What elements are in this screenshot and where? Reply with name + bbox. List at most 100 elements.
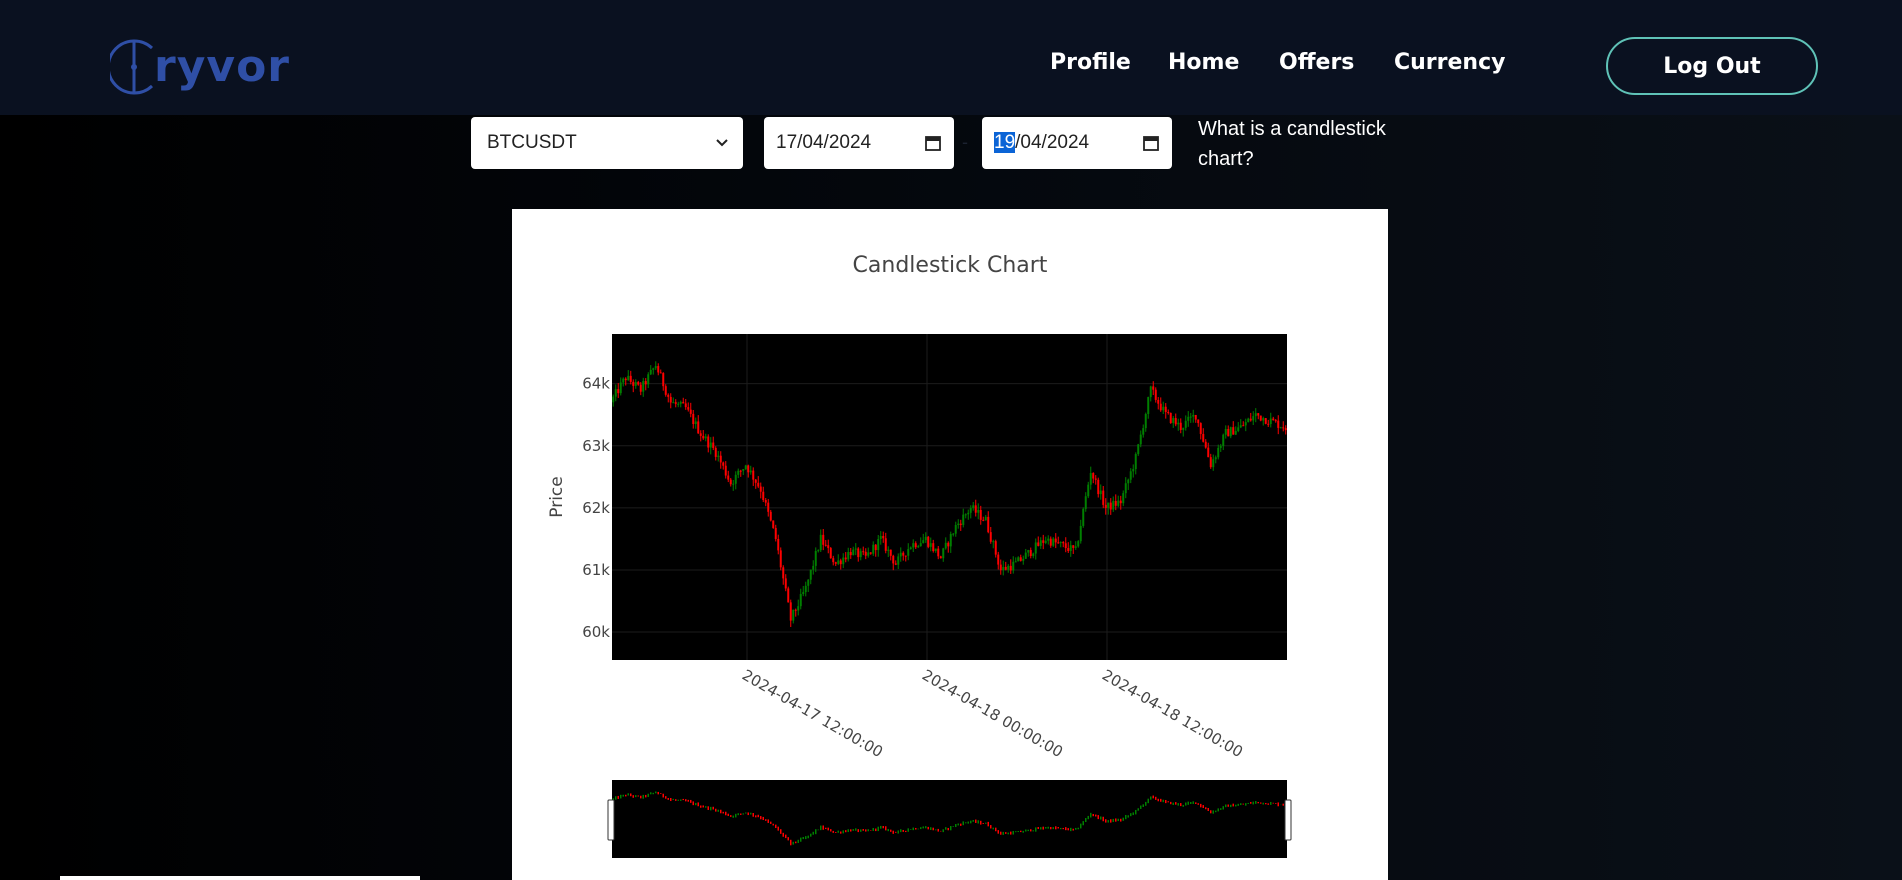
candles <box>612 361 1287 628</box>
candle-body <box>1237 427 1240 431</box>
range-slider[interactable] <box>612 780 1287 858</box>
y-axis-ticks: 60k 61k 62k 63k 64k <box>582 375 610 641</box>
candle-body <box>824 544 827 546</box>
candle-body <box>969 508 972 513</box>
symbol-select-value: BTCUSDT <box>487 132 577 153</box>
nav-profile[interactable]: Profile <box>1050 50 1131 75</box>
candle-body <box>1062 542 1065 544</box>
horizontal-scrollbar[interactable] <box>60 876 420 880</box>
candle-body <box>1259 415 1262 421</box>
y-tick-label: 62k <box>582 499 610 517</box>
candlestick-chart[interactable]: Candlestick Chart Price 60k61k62k63k64k … <box>512 209 1388 880</box>
candle-body <box>1217 447 1220 458</box>
candle-body <box>624 378 627 381</box>
candle-body <box>727 475 730 480</box>
candle-body <box>857 548 860 558</box>
candle-body <box>822 534 825 545</box>
candle-body <box>902 552 905 556</box>
candle-body <box>1017 557 1020 562</box>
candle-body <box>622 378 625 383</box>
candle-body <box>839 560 842 565</box>
candle-body <box>912 543 915 548</box>
candle-body <box>769 511 772 521</box>
nav-home[interactable]: Home <box>1168 50 1240 75</box>
candle-body <box>1029 550 1032 557</box>
candle-body <box>1054 538 1057 543</box>
candle-body <box>667 394 670 397</box>
range-slider-right-handle[interactable] <box>1284 799 1292 841</box>
candle-body <box>704 436 707 439</box>
candle-body <box>937 548 940 557</box>
candle-body <box>1184 420 1187 428</box>
candle-body <box>1037 542 1040 546</box>
candle-body <box>1109 502 1112 510</box>
candle-body <box>944 542 947 549</box>
candle-body <box>1034 542 1037 554</box>
candle-body <box>677 403 680 405</box>
end-date-value: 19/04/2024 <box>994 132 1089 154</box>
candle-body <box>1194 414 1197 420</box>
start-date-input[interactable]: 17/04/2024 <box>764 117 954 169</box>
candlestick-help-link[interactable]: What is a candlestick chart? <box>1198 118 1386 170</box>
candle-body <box>724 465 727 476</box>
candle-body <box>812 565 815 570</box>
chart-card: Candlestick Chart Price 60k 61k 62k 63k 64k … <box>512 209 1388 880</box>
candle-body <box>814 550 817 566</box>
candle-body <box>772 520 775 528</box>
start-date-value: 17/04/2024 <box>776 132 872 153</box>
candle-body <box>789 602 792 621</box>
y-tick-label: 64k <box>582 375 610 393</box>
candle-body <box>1124 483 1127 494</box>
candle-body <box>654 366 657 369</box>
candle-body <box>989 532 992 542</box>
candle-body <box>752 470 755 480</box>
candle-body <box>1089 473 1092 485</box>
candle-body <box>614 389 617 397</box>
candle-body <box>1074 546 1077 548</box>
candle-body <box>657 366 660 373</box>
candle-body <box>669 396 672 403</box>
logo-c-icon <box>110 39 154 95</box>
candle-body <box>1239 425 1242 428</box>
candle-body <box>767 502 770 512</box>
candle-body <box>809 569 812 580</box>
nav-offers[interactable]: Offers <box>1279 50 1355 75</box>
candle-body <box>702 435 705 439</box>
candle-body <box>784 578 787 589</box>
candle-body <box>1209 457 1212 468</box>
candle-body <box>759 486 762 492</box>
candle-body <box>1142 428 1145 435</box>
candle-body <box>1072 545 1075 548</box>
candle-body <box>872 544 875 554</box>
chevron-down-icon <box>716 139 728 147</box>
candle-body <box>652 368 655 370</box>
end-date-day-segment[interactable]: 19 <box>994 132 1016 153</box>
candle-body <box>1167 412 1170 414</box>
calendar-icon[interactable] <box>924 134 942 152</box>
candle-body <box>882 536 885 539</box>
candle-body <box>849 552 852 556</box>
plot-area[interactable] <box>612 334 1287 660</box>
candle-body <box>757 482 760 487</box>
candle-body <box>884 538 887 551</box>
candle-body <box>744 465 747 470</box>
calendar-icon[interactable] <box>1142 134 1160 152</box>
symbol-select[interactable]: BTCUSDT <box>471 117 743 169</box>
brand-logo[interactable]: ryvor <box>110 36 290 98</box>
candle-body <box>1272 418 1275 421</box>
candle-body <box>1067 548 1070 552</box>
candle-body <box>864 551 867 556</box>
candle-body <box>802 592 805 595</box>
candle-body <box>1277 420 1280 428</box>
candle-body <box>837 560 840 564</box>
candle-body <box>1049 538 1052 546</box>
candle-body <box>1254 413 1257 417</box>
logout-button[interactable]: Log Out <box>1606 37 1818 95</box>
candle-body <box>954 525 957 534</box>
nav-currency[interactable]: Currency <box>1394 50 1506 75</box>
range-slider-left-handle[interactable] <box>607 799 615 841</box>
y-axis-label: Price <box>547 476 567 517</box>
end-date-input[interactable]: 19/04/2024 <box>982 117 1172 169</box>
x-tick-label: 2024-04-18 00:00:00 <box>919 666 1066 761</box>
candle-body <box>1162 406 1165 411</box>
